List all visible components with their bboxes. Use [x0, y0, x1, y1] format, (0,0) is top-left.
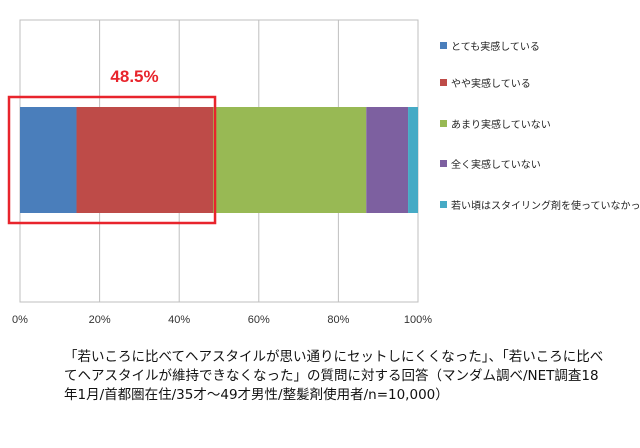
legend-label: とても実感している — [451, 42, 540, 53]
legend-label: 全く実感していない — [451, 160, 541, 171]
legend-label: 若い頃はスタイリング剤を使っていなかった — [451, 201, 640, 212]
bar-segment-4 — [366, 107, 409, 213]
caption-text: 「若いころに比べてヘアスタイルが思い通りにセットしにくくなった」、「若いころに比… — [64, 349, 604, 403]
legend-label: やや実感している — [451, 79, 531, 90]
x-axis-ticks: 0% 20% 40% 60% 80% 100% — [12, 314, 432, 326]
highlight-box — [7, 95, 217, 225]
legend-item: やや実感している — [440, 75, 531, 90]
x-tick-label: 40% — [168, 314, 190, 326]
legend-swatch — [440, 120, 447, 127]
chart-caption: 「若いころに比べてヘアスタイルが思い通りにセットしにくくなった」、「若いころに比… — [64, 348, 604, 405]
legend-swatch — [440, 160, 447, 167]
legend-item: 全く実感していない — [440, 156, 541, 171]
stacked-bar-chart: 0% 20% 40% 60% 80% 100% 48.5% — [7, 19, 432, 326]
x-tick-label: 80% — [327, 314, 349, 326]
bar-segments — [20, 107, 418, 213]
legend-item: 若い頃はスタイリング剤を使っていなかった — [440, 197, 640, 212]
x-tick-label: 60% — [248, 314, 270, 326]
bar-segment-3 — [213, 107, 367, 213]
x-tick-label: 0% — [12, 314, 28, 326]
legend-label: あまり実感していない — [451, 120, 551, 131]
legend-swatch — [440, 201, 447, 208]
highlight-label: 48.5% — [110, 67, 158, 86]
legend-swatch — [440, 79, 447, 86]
x-tick-label: 100% — [404, 314, 432, 326]
bar-segment-1 — [20, 107, 77, 213]
legend-item: とても実感している — [440, 38, 540, 53]
legend-item: あまり実感していない — [440, 116, 551, 131]
x-tick-label: 20% — [89, 314, 111, 326]
legend-swatch — [440, 42, 447, 49]
bar-segment-5 — [408, 107, 418, 213]
bar-segment-2 — [76, 107, 214, 213]
